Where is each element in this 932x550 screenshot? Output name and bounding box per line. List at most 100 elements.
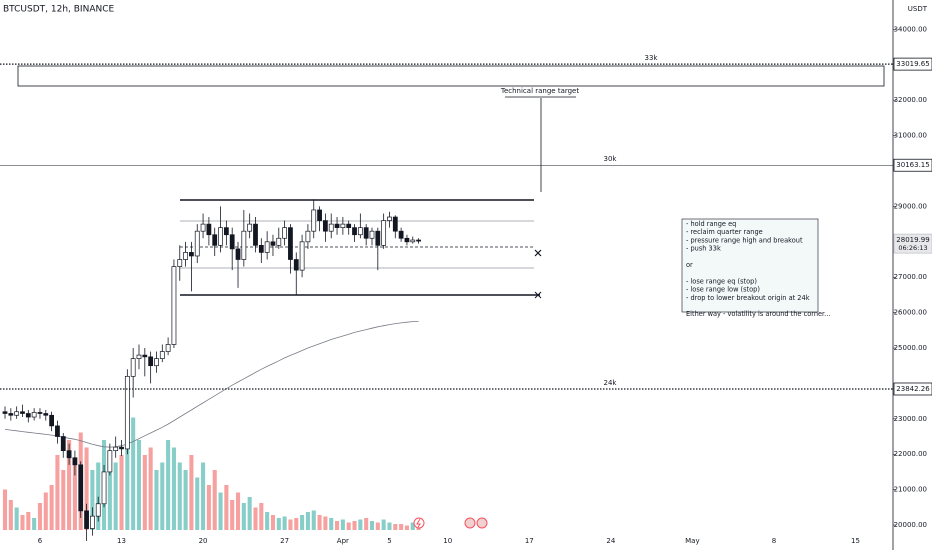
note-line: - lose range eq (stop) bbox=[686, 277, 757, 285]
volume-bar bbox=[410, 522, 415, 530]
y-tick-label: 20000.00 bbox=[894, 521, 927, 529]
price-tag bbox=[893, 382, 932, 396]
volume-bar bbox=[358, 519, 363, 530]
candle-body bbox=[282, 227, 288, 239]
volume-bar bbox=[72, 462, 77, 530]
candle-body bbox=[369, 230, 375, 239]
x-tick-label: 8 bbox=[772, 537, 776, 545]
candle-body bbox=[323, 220, 328, 232]
volume-bar bbox=[253, 507, 258, 530]
x-tick-label: Apr bbox=[337, 537, 349, 545]
last-price-label: 28019.99 bbox=[896, 236, 929, 244]
levels: 33k 30k 24k bbox=[0, 54, 893, 390]
candle-body bbox=[78, 464, 84, 512]
x-tick-label: 5 bbox=[387, 537, 391, 545]
x-tick-label: 20 bbox=[199, 537, 208, 545]
y-tick-label: 25000.00 bbox=[894, 344, 927, 352]
drawings: Technical range target bbox=[17, 65, 885, 299]
x-tick-label: May bbox=[685, 537, 699, 545]
volume-bar bbox=[404, 525, 409, 530]
candle-body bbox=[270, 241, 276, 246]
volume-bar bbox=[300, 515, 305, 530]
volume-bar bbox=[61, 470, 66, 530]
y-tick-label: 29000.00 bbox=[894, 202, 927, 210]
volume-bar bbox=[14, 507, 19, 530]
volume-bar bbox=[201, 462, 206, 530]
candle-body bbox=[299, 241, 305, 271]
candle-body bbox=[31, 412, 37, 418]
x-tick-label: 13 bbox=[117, 537, 126, 545]
x-tick-label: 15 bbox=[851, 537, 860, 545]
y-tick-label: 26000.00 bbox=[894, 309, 927, 317]
candle-body bbox=[218, 227, 223, 246]
candle-body bbox=[159, 351, 165, 359]
y-tick-label: 21000.00 bbox=[894, 486, 927, 494]
candle-body bbox=[392, 216, 398, 232]
note-line: - drop to lower breakout origin at 24k bbox=[686, 294, 810, 302]
volume-bar bbox=[340, 519, 345, 530]
volume-bar bbox=[183, 470, 188, 530]
candle-body bbox=[352, 227, 357, 236]
candle-body bbox=[398, 230, 404, 239]
note-line: - push 33k bbox=[686, 245, 721, 253]
volume-bar bbox=[282, 516, 287, 530]
volume-bar bbox=[148, 447, 153, 530]
candle-body bbox=[43, 413, 49, 416]
candle-body bbox=[148, 356, 154, 367]
volume-bar bbox=[195, 477, 200, 530]
volume-bar bbox=[387, 522, 392, 530]
candle-body bbox=[119, 446, 124, 450]
volume-bar bbox=[265, 512, 270, 530]
candle-body bbox=[334, 223, 340, 229]
volume-bar bbox=[20, 515, 25, 530]
volume-bar bbox=[230, 500, 235, 530]
volume-bar bbox=[259, 503, 264, 530]
candle-body bbox=[130, 358, 136, 377]
x-tick-label: 10 bbox=[443, 537, 452, 545]
candle-body bbox=[404, 237, 410, 243]
candle-body bbox=[375, 230, 381, 246]
y-tick-label: 34000.00 bbox=[894, 25, 927, 33]
volume-bar bbox=[32, 518, 37, 530]
candle-body bbox=[311, 209, 317, 232]
volume-bar bbox=[131, 417, 136, 530]
volume-bar bbox=[305, 512, 310, 530]
candle-body bbox=[113, 446, 119, 452]
volume-bar bbox=[189, 455, 194, 530]
note-text: - hold range eq- reclaim quarter range- … bbox=[686, 220, 830, 318]
note-line: - reclaim quarter range bbox=[686, 228, 763, 236]
candle-body bbox=[317, 209, 322, 221]
note-line: - lose range low (stop) bbox=[686, 286, 760, 294]
x-tick-label: 6 bbox=[38, 537, 43, 545]
y-tick-label: 23000.00 bbox=[894, 415, 927, 423]
volume bbox=[2, 387, 421, 530]
note-line: - pressure range high and breakout bbox=[686, 236, 803, 244]
last-price-tag bbox=[893, 233, 932, 254]
level-text: 24k bbox=[604, 379, 618, 387]
volume-bar bbox=[335, 521, 340, 530]
y-tick-label: 22000.00 bbox=[894, 450, 927, 458]
volume-bar bbox=[2, 489, 8, 530]
volume-bar bbox=[154, 470, 159, 530]
note-frame bbox=[681, 218, 819, 313]
candle-body bbox=[154, 358, 159, 367]
volume-bar bbox=[212, 470, 217, 530]
candle-body bbox=[84, 510, 89, 529]
countdown: 06:26:13 bbox=[898, 244, 927, 252]
x-axis: 6 13 20 27 Apr 5 10 17 24 May 8 15 bbox=[38, 537, 860, 545]
note-line: - hold range eq bbox=[686, 220, 736, 228]
volume-bar bbox=[235, 492, 241, 530]
candle-body bbox=[171, 266, 177, 345]
volume-bar bbox=[288, 519, 293, 530]
volume-bar bbox=[247, 497, 252, 530]
event-icon bbox=[416, 518, 421, 528]
candle-body bbox=[223, 227, 229, 236]
volume-bar bbox=[393, 524, 398, 530]
volume-bar bbox=[369, 521, 375, 530]
volume-bar bbox=[125, 387, 130, 530]
candle-body bbox=[410, 239, 416, 243]
candle-body bbox=[276, 237, 282, 246]
price-tag bbox=[893, 158, 932, 172]
volume-bar bbox=[352, 521, 357, 530]
